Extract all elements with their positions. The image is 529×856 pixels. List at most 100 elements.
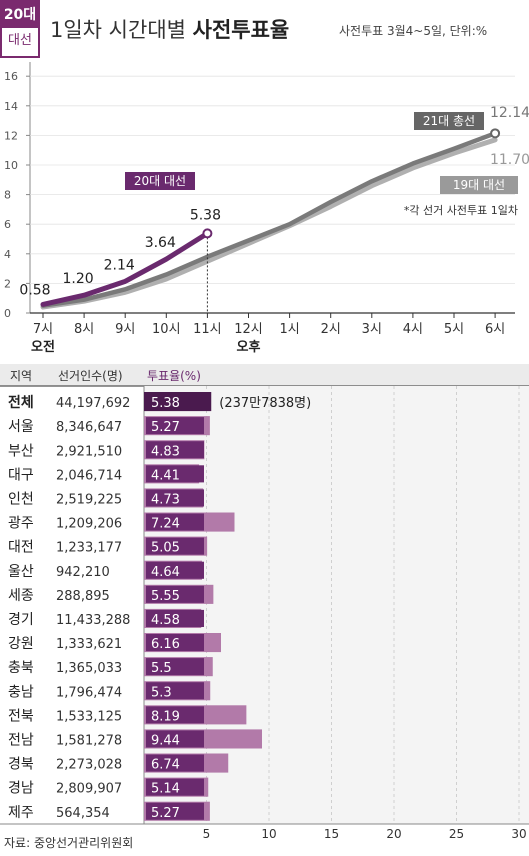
y-tick-label: 8 [4, 189, 11, 202]
turnout-value-box [146, 754, 204, 772]
region-label: 충북 [8, 660, 34, 676]
y-tick-label: 4 [4, 248, 11, 261]
turnout-value: 5.55 [151, 589, 180, 604]
col-header-region: 지역 [10, 369, 32, 383]
data-label: 5.38 [190, 207, 221, 223]
legend-label-19th: 19대 대선 [453, 178, 505, 192]
turnout-value: 5.5 [151, 661, 172, 676]
region-label: 강원 [8, 636, 34, 652]
region-label: 경기 [8, 612, 34, 628]
end-label-21st: 12.14 [490, 105, 529, 121]
turnout-value-box [146, 682, 204, 700]
turnout-value: 5.38 [151, 396, 180, 411]
turnout-value: 4.64 [151, 565, 180, 580]
turnout-value-box [146, 609, 204, 627]
x-tick-label: 1시 [279, 322, 299, 337]
turnout-value: 4.58 [151, 613, 180, 628]
turnout-value: 5.27 [151, 420, 180, 435]
elector-count: 2,519,225 [56, 492, 122, 507]
page-title: 1일차 시간대별 사전투표율 [50, 14, 289, 44]
x-tick-label: 5시 [444, 322, 464, 337]
region-label: 대전 [8, 540, 34, 556]
bar-x-tick-label: 20 [386, 827, 401, 841]
data-label: 2.14 [104, 257, 135, 273]
bar-area-bg [144, 386, 529, 824]
turnout-value-box [146, 417, 204, 435]
x-tick-label: 8시 [74, 322, 94, 337]
region-label: 전남 [8, 732, 34, 748]
x-tick-label: 7시 [33, 322, 53, 337]
legend-label-20th: 20대 대선 [134, 174, 186, 188]
series-line-21st [40, 131, 498, 308]
table-header-bg [0, 364, 529, 386]
turnout-value: 9.44 [151, 733, 180, 748]
elector-count: 1,796,474 [56, 685, 122, 700]
x-tick-label: 12시 [234, 322, 263, 337]
turnout-value-box [146, 634, 204, 652]
page-subtitle: 사전투표 3월4~5일, 단위:% [339, 24, 488, 38]
col-header-electors: 선거인수(명) [58, 369, 123, 383]
elector-count: 1,333,621 [56, 637, 122, 652]
bar-x-tick-label: 30 [511, 827, 526, 841]
region-label: 충남 [8, 684, 34, 700]
bar-x-tick-label: 5 [203, 827, 211, 841]
elector-count: 2,273,028 [56, 758, 122, 773]
elector-count: 44,197,692 [56, 396, 130, 411]
elector-count: 2,046,714 [56, 468, 122, 483]
y-tick-label: 0 [4, 307, 11, 320]
region-label: 전북 [8, 708, 34, 724]
region-label: 부산 [8, 443, 34, 459]
turnout-value: 4.83 [151, 444, 180, 459]
col-header-turnout: 투표율(%) [147, 369, 201, 383]
elector-count: 1,533,125 [56, 709, 122, 724]
y-tick-label: 14 [4, 100, 18, 113]
elector-count: 1,581,278 [56, 733, 122, 748]
total-voters-note: (237만7838명) [219, 396, 311, 411]
turnout-value-box [146, 465, 204, 483]
region-label: 울산 [8, 564, 34, 580]
turnout-value-box [146, 537, 204, 555]
turnout-value-box [146, 658, 204, 676]
turnout-value: 4.41 [151, 468, 180, 483]
region-label: 제주 [8, 805, 34, 821]
turnout-value-box [146, 561, 204, 579]
elector-count: 942,210 [56, 565, 110, 580]
region-label: 광주 [8, 516, 34, 532]
turnout-value-box [146, 802, 204, 820]
title-prefix: 1일차 시간대별 [50, 18, 186, 42]
region-label: 경북 [8, 757, 34, 773]
y-tick-label: 6 [4, 218, 11, 231]
series-line-20th [40, 230, 210, 307]
turnout-value-box [146, 706, 204, 724]
election-badge: 20대 대선 [0, 0, 40, 58]
elector-count: 1,209,206 [56, 517, 122, 532]
end-point-marker-21st [490, 128, 501, 139]
latest-point-marker [202, 228, 213, 239]
turnout-value: 7.24 [151, 517, 180, 532]
turnout-value: 6.74 [151, 758, 180, 773]
x-tick-label: 3시 [362, 322, 382, 337]
region-label: 세종 [8, 588, 34, 604]
data-label: 1.20 [63, 271, 94, 287]
legend-label-21st: 21대 총선 [423, 114, 475, 128]
turnout-value: 5.3 [151, 685, 172, 700]
y-tick-label: 16 [4, 70, 18, 83]
period-label-pm: 오후 [237, 339, 261, 355]
source-note: 자료: 중앙선거관리위원회 [4, 836, 134, 850]
bar-x-tick-label: 15 [324, 827, 339, 841]
turnout-value-box [146, 778, 204, 796]
x-tick-label: 2시 [321, 322, 341, 337]
elector-count: 564,354 [56, 806, 110, 821]
period-label-am: 오전 [31, 339, 55, 355]
data-label: 0.58 [19, 282, 50, 298]
bar-x-tick-label: 25 [449, 827, 464, 841]
elector-count: 2,921,510 [56, 444, 122, 459]
elector-count: 11,433,288 [56, 613, 130, 628]
badge-line1: 20대 [2, 2, 38, 28]
region-label: 인천 [8, 491, 34, 507]
x-tick-label: 11시 [193, 322, 222, 337]
region-label: 서울 [8, 419, 34, 435]
turnout-value-box [146, 513, 204, 531]
elector-count: 1,365,033 [56, 661, 122, 676]
